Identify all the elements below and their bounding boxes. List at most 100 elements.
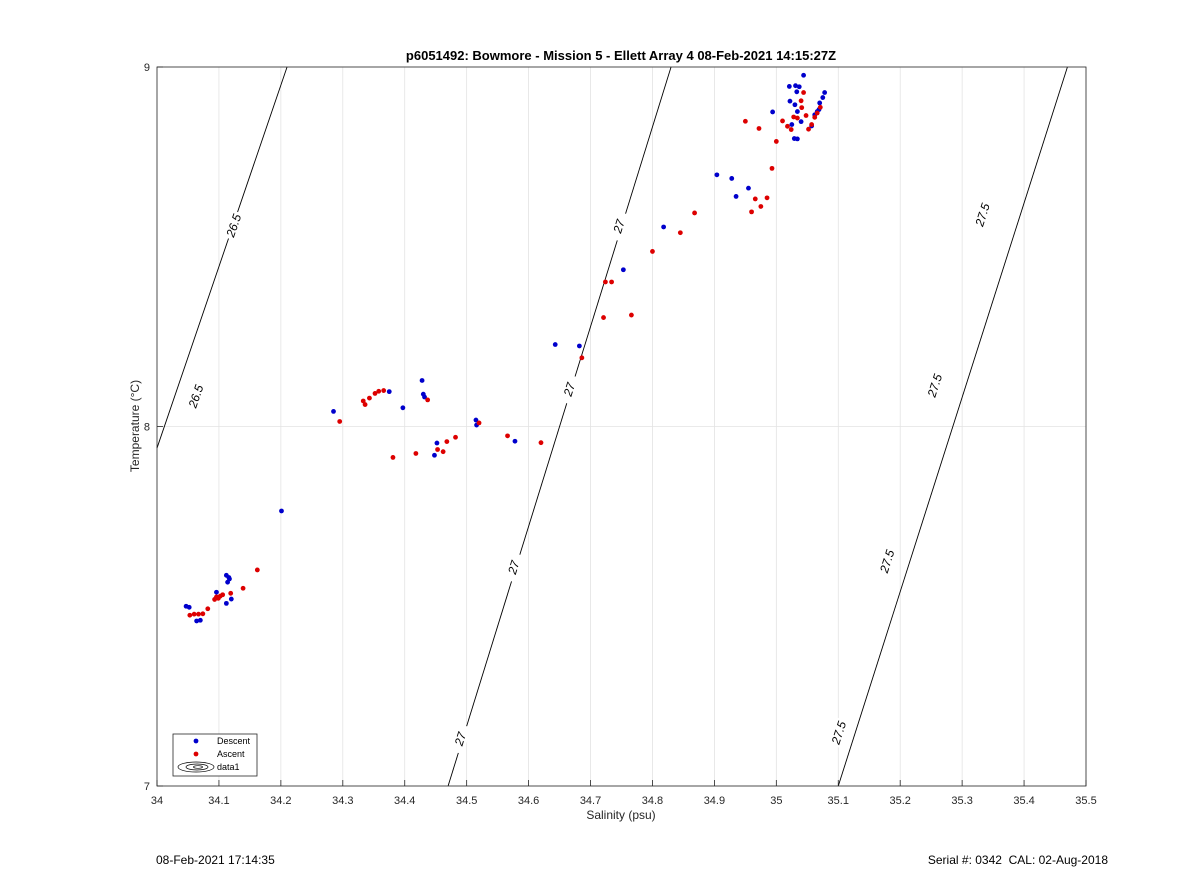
y-axis-label: Temperature (°C) <box>128 380 142 472</box>
contour-label-bg <box>608 210 630 242</box>
descent-point <box>279 508 284 514</box>
x-tick-label: 34.6 <box>518 795 539 807</box>
descent-point <box>729 176 735 181</box>
ascent-point <box>376 388 382 394</box>
ascent-point <box>601 315 606 320</box>
descent-point <box>796 84 802 90</box>
ascent-point <box>798 98 804 104</box>
x-tick-label: 35.3 <box>951 795 972 807</box>
descent-point <box>432 452 437 458</box>
contour-label: 27 <box>505 558 523 577</box>
ascent-point <box>228 590 234 596</box>
x-tick-label: 35 <box>770 795 782 807</box>
contour-line-27.5 <box>837 66 1068 787</box>
grid-lines <box>156 66 1087 787</box>
ascent-point <box>764 195 770 201</box>
ascent-point <box>806 126 811 132</box>
ascent-point <box>801 90 806 95</box>
ascent-point <box>817 104 823 110</box>
ascent-point <box>205 606 211 612</box>
ascent-point <box>752 196 758 202</box>
x-axis-ticks: 34 34.1 34.2 34.3 34.4 34.5 34.6 34.7 34.8 34.9 35… <box>151 780 1097 807</box>
contour-label: 27.5 <box>972 201 993 229</box>
ascent-point <box>579 355 585 361</box>
ascent-point <box>756 126 762 131</box>
contour-label-bg <box>558 374 581 405</box>
x-tick-label: 35.5 <box>1075 795 1096 807</box>
contour-label-bg <box>502 551 525 583</box>
ascent-point <box>769 165 775 171</box>
descent-point <box>214 589 219 595</box>
ascent-point <box>677 230 683 236</box>
ascent-point <box>360 398 366 404</box>
footer-serial-cal: Serial #: 0342 CAL: 02-Aug-2018 <box>927 853 1108 867</box>
x-tick-label: 34.2 <box>270 795 291 807</box>
descent-point <box>822 90 828 95</box>
descent-point <box>473 417 479 423</box>
ascent-point <box>785 123 790 129</box>
ascent-point <box>367 395 372 401</box>
x-tick-label: 35.2 <box>889 795 910 807</box>
descent-point <box>419 378 425 383</box>
descent-point <box>793 83 798 89</box>
contour-line-27 <box>447 66 672 787</box>
legend-descent-label: Descent <box>217 736 251 746</box>
contour-label-bg <box>449 723 472 755</box>
descent-point <box>512 438 518 444</box>
x-axis-label: Salinity (psu) <box>586 808 655 822</box>
x-tick-label: 34.8 <box>642 795 663 807</box>
descent-point <box>794 109 800 114</box>
contour-label-bg <box>923 370 946 401</box>
x-tick-label: 34 <box>151 795 163 807</box>
descent-point <box>794 89 800 95</box>
contour-label: 27.5 <box>877 548 898 576</box>
ascent-point <box>803 113 809 118</box>
y-axis-ticks: 7 8 9 <box>144 62 163 793</box>
contour-label: 27 <box>610 217 628 236</box>
contour-label: 27 <box>452 729 470 748</box>
ascent-point <box>799 105 805 111</box>
y-tick-label: 7 <box>144 781 150 793</box>
x-tick-label: 35.4 <box>1013 795 1034 807</box>
descent-point <box>770 109 776 115</box>
descent-point <box>789 122 795 127</box>
ascent-point <box>220 592 226 598</box>
ascent-point <box>476 420 482 426</box>
descent-point <box>331 409 336 414</box>
descent-point <box>786 84 792 89</box>
ascent-point <box>187 612 193 618</box>
ascent-point <box>372 391 378 396</box>
ascent-point <box>362 402 368 407</box>
descent-point <box>223 600 229 606</box>
ascent-point <box>742 118 748 124</box>
descent-point <box>787 98 793 104</box>
ascent-point <box>788 127 794 132</box>
ascent-point <box>814 110 820 116</box>
chart-title: p6051492: Bowmore - Mission 5 - Ellett A… <box>406 48 836 63</box>
descent-point <box>194 618 200 624</box>
legend-ascent-marker <box>193 751 199 757</box>
ascent-point <box>650 249 655 254</box>
x-tick-label: 34.5 <box>456 795 477 807</box>
ascent-point <box>435 447 440 452</box>
ascent-point <box>780 118 785 124</box>
descent-point <box>228 596 234 602</box>
descent-point <box>792 102 798 108</box>
descent-point <box>620 267 626 273</box>
ascent-point <box>390 455 396 460</box>
ascent-point <box>444 439 450 444</box>
contour-label-bg <box>876 545 899 577</box>
data-points <box>183 72 828 624</box>
ascent-point <box>337 419 343 424</box>
ascent-point <box>602 279 608 285</box>
descent-point <box>798 119 804 125</box>
contour-label: 26.5 <box>223 212 244 240</box>
ascent-point <box>773 139 779 144</box>
contour-label-bg <box>827 717 850 749</box>
x-tick-label: 34.4 <box>394 795 415 807</box>
descent-point <box>820 95 826 100</box>
descent-point <box>733 194 739 199</box>
ascent-point <box>758 204 764 209</box>
x-tick-label: 34.3 <box>332 795 353 807</box>
descent-point <box>661 224 667 230</box>
